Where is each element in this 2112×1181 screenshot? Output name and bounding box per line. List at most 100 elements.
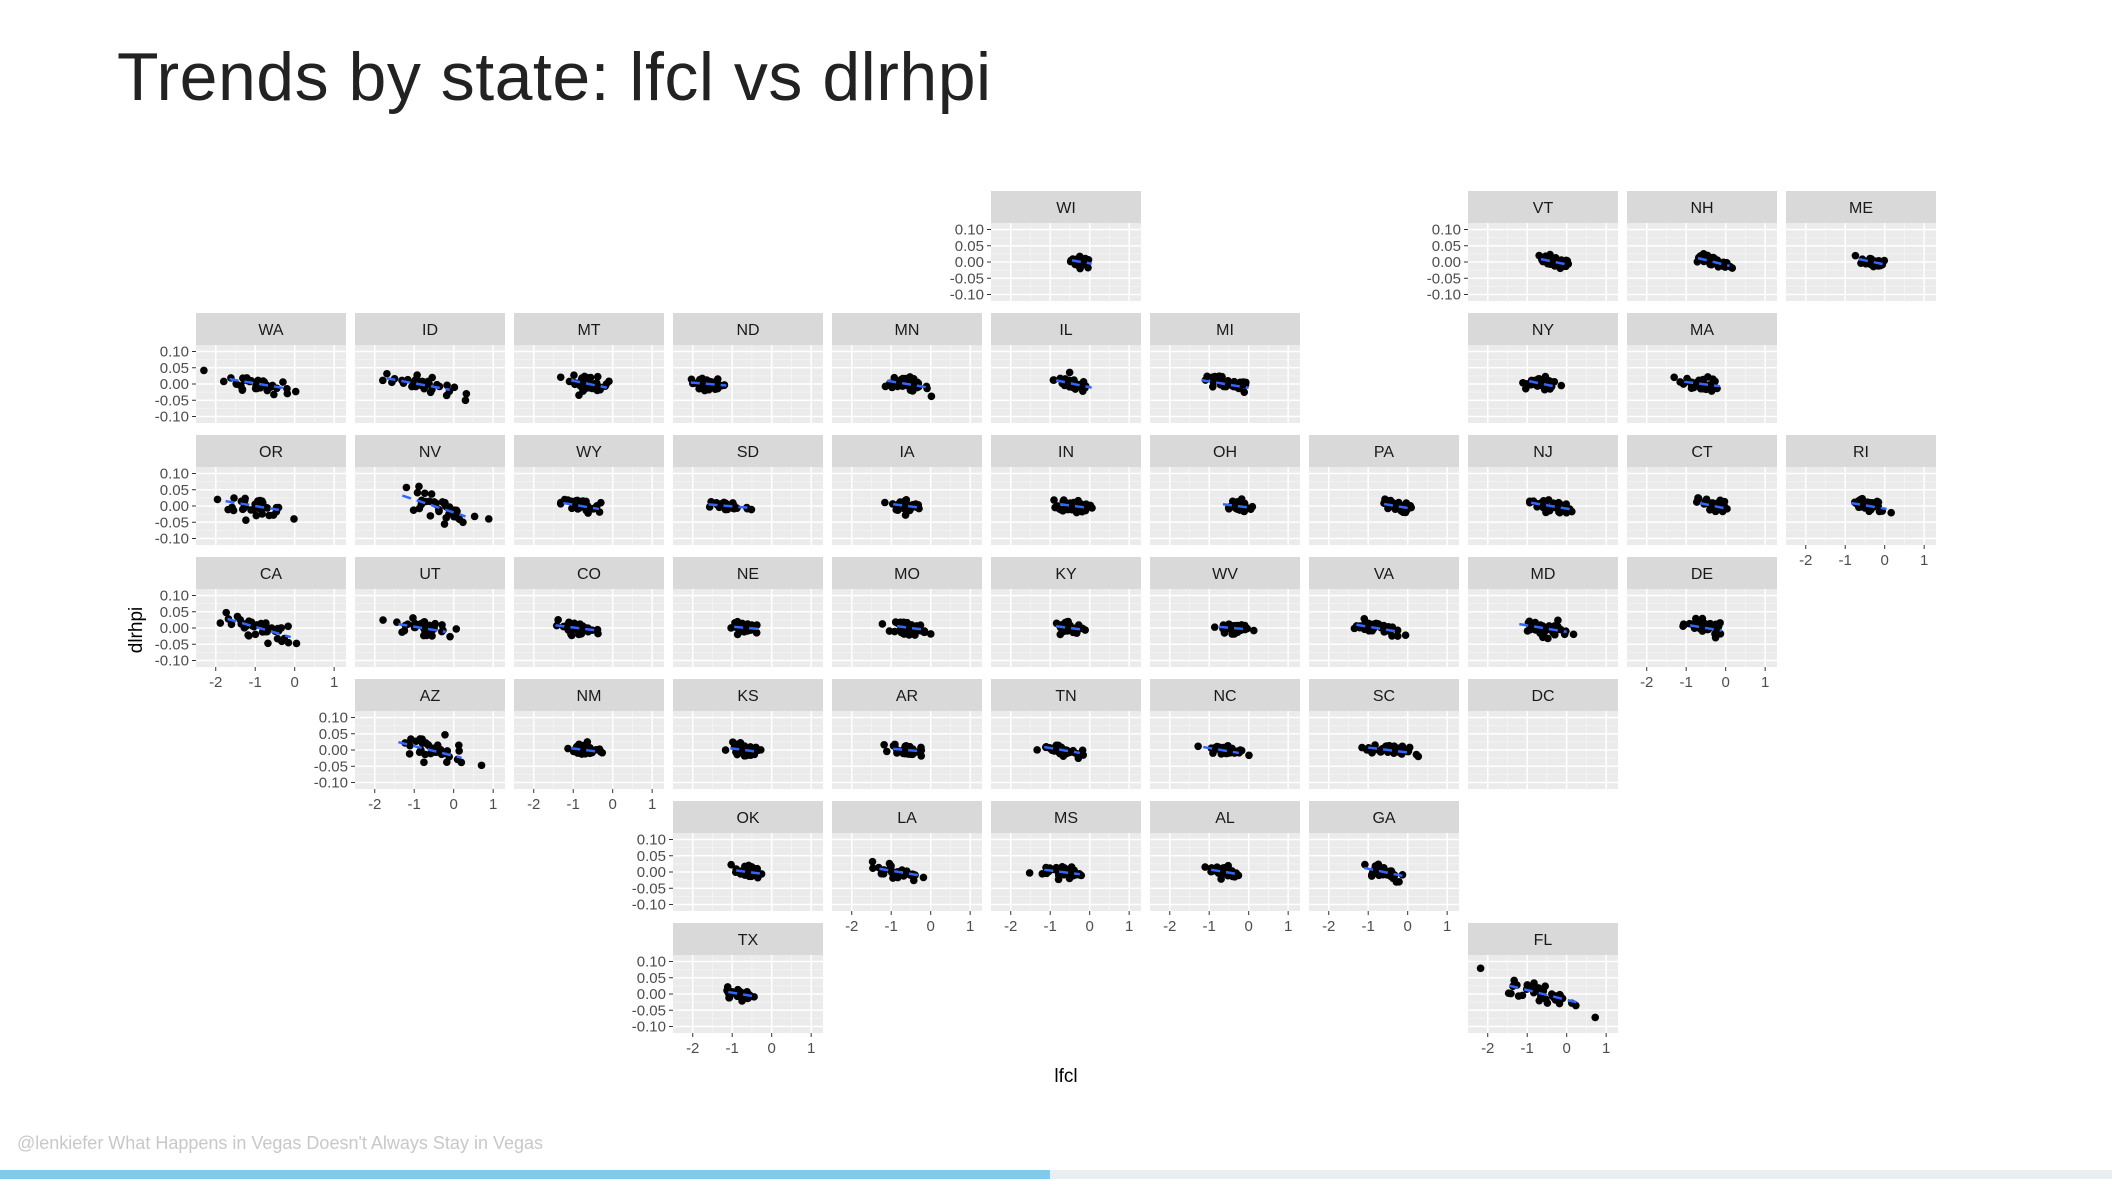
- scatter-point: [219, 377, 228, 386]
- y-tick-label: -0.10: [632, 897, 666, 914]
- scatter-point: [1554, 616, 1562, 625]
- scatter-point: [1556, 625, 1565, 634]
- scatter-point: [425, 497, 434, 506]
- x-tick-label: -2: [527, 796, 540, 813]
- y-tick-label: -0.10: [950, 287, 984, 304]
- scatter-point: [455, 515, 464, 524]
- scatter-point: [1025, 869, 1034, 877]
- scatter-point: [216, 619, 225, 627]
- facet-strip: [1627, 313, 1777, 345]
- facet-panel-sc: SC: [1309, 679, 1459, 789]
- facet-strip: [991, 679, 1141, 711]
- facet-strip: [1150, 313, 1300, 345]
- facet-panel-nj: NJ: [1468, 435, 1618, 545]
- facet-strip-label: DE: [1691, 566, 1713, 583]
- facet-strip-label: NJ: [1533, 444, 1553, 461]
- scatter-point: [927, 392, 936, 401]
- scatter-point: [1543, 999, 1552, 1007]
- scatter-point: [230, 494, 238, 502]
- scatter-point: [563, 621, 572, 629]
- scatter-point: [890, 627, 899, 636]
- scatter-point: [292, 639, 301, 648]
- scatter-point: [440, 520, 449, 528]
- trend-line: [1368, 746, 1408, 754]
- x-tick-label: -1: [1680, 674, 1693, 691]
- facet-panel-mi: MI: [1150, 313, 1300, 423]
- scatter-point: [1067, 256, 1075, 265]
- scatter-point: [902, 742, 910, 750]
- scatter-point: [727, 860, 735, 869]
- scatter-point: [1245, 751, 1253, 760]
- scatter-point: [1521, 384, 1530, 393]
- trend-line: [1699, 501, 1728, 511]
- facet-strip: [991, 435, 1141, 467]
- scatter-point: [1401, 631, 1410, 640]
- trend-line: [736, 869, 760, 875]
- facet-panel-ia: IA: [832, 435, 982, 545]
- trend-line: [1697, 256, 1730, 268]
- trend-line: [887, 379, 927, 389]
- scatter-point: [258, 497, 266, 506]
- x-tick-label: 1: [330, 674, 338, 691]
- facet-strip-label: CT: [1691, 444, 1713, 461]
- scatter-point: [461, 396, 470, 405]
- facet-strip-label: OH: [1213, 444, 1237, 461]
- scatter-point: [749, 864, 757, 872]
- scatter-point: [426, 512, 435, 520]
- scatter-point: [1240, 388, 1249, 396]
- scatter-point: [1569, 630, 1578, 639]
- x-tick-label: 1: [648, 796, 656, 813]
- x-tick-label: 1: [1761, 674, 1769, 691]
- scatter-point: [584, 509, 592, 517]
- trend-line: [1528, 379, 1558, 389]
- scatter-point: [576, 620, 584, 628]
- scatter-point: [725, 993, 734, 1002]
- facet-strip-label: KY: [1055, 566, 1077, 583]
- facet-strip-label: VT: [1533, 200, 1554, 217]
- scatter-point: [405, 750, 414, 758]
- facet-panel-sd: SD: [673, 435, 823, 545]
- facet-panel-al: AL -2 -1 0 1: [1150, 801, 1300, 935]
- facet-strip: [832, 801, 982, 833]
- scatter-point: [575, 391, 583, 399]
- scatter-point: [1855, 503, 1863, 512]
- facet-strip-label: UT: [419, 566, 441, 583]
- scatter-point: [1229, 627, 1237, 636]
- y-tick-label: -0.05: [632, 880, 666, 897]
- y-tick-label: 0.00: [637, 986, 666, 1003]
- facet-strip: [1786, 191, 1936, 223]
- trend-line: [563, 501, 600, 511]
- x-tick-label: 0: [1086, 918, 1094, 935]
- trend-line: [227, 617, 292, 639]
- x-tick-label: -1: [1839, 552, 1852, 569]
- scatter-point: [570, 371, 578, 379]
- x-tick-label: 0: [1563, 1040, 1571, 1057]
- scatter-point: [1405, 743, 1414, 752]
- scatter-point: [747, 505, 756, 514]
- y-tick-label: 0.05: [160, 360, 189, 377]
- scatter-point: [713, 375, 722, 383]
- trend-line: [1858, 257, 1887, 267]
- facet-strip: [1468, 313, 1618, 345]
- scatter-point: [279, 378, 287, 386]
- facet-strip: [673, 435, 823, 467]
- facet-strip-label: CO: [577, 566, 601, 583]
- scatter-point: [1542, 508, 1550, 517]
- facet-panel-de: DE -2 -1 0 1: [1627, 557, 1777, 691]
- y-tick-label: 0.05: [955, 238, 984, 255]
- facet-strip: [673, 557, 823, 589]
- scatter-point: [1692, 614, 1700, 623]
- facet-panel-co: CO: [514, 557, 664, 667]
- facet-strip: [1627, 435, 1777, 467]
- facet-strip-label: WY: [576, 444, 602, 461]
- facet-panel-fl: FL -2 -1 0 1: [1468, 923, 1618, 1057]
- x-tick-label: -2: [1163, 918, 1176, 935]
- facet-strip-label: DC: [1531, 688, 1554, 705]
- scatter-point: [251, 630, 260, 639]
- scatter-point: [1711, 630, 1719, 638]
- scatter-point: [1210, 623, 1219, 631]
- scatter-point: [1063, 376, 1072, 385]
- facet-strip: [514, 435, 664, 467]
- x-tick-label: 0: [450, 796, 458, 813]
